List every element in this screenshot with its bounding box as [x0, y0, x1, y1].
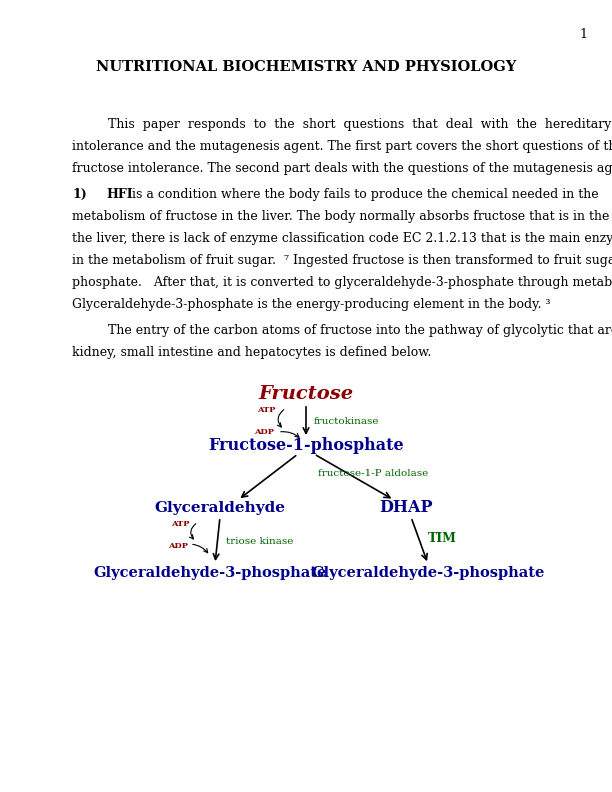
Text: TIM: TIM [428, 531, 457, 545]
Text: fructose intolerance. The second part deals with the questions of the mutagenesi: fructose intolerance. The second part de… [72, 162, 612, 175]
Text: Fructose-1-phosphate: Fructose-1-phosphate [208, 437, 404, 455]
Text: is a condition where the body fails to produce the chemical needed in the: is a condition where the body fails to p… [128, 188, 599, 201]
FancyArrowPatch shape [281, 432, 299, 437]
Text: 1): 1) [72, 188, 87, 201]
Text: intolerance and the mutagenesis agent. The first part covers the short questions: intolerance and the mutagenesis agent. T… [72, 140, 612, 153]
Text: the liver, there is lack of enzyme classification code EC 2.1.2.13 that is the m: the liver, there is lack of enzyme class… [72, 232, 612, 245]
Text: fructose-1-P aldolase: fructose-1-P aldolase [318, 470, 428, 478]
Text: 1: 1 [579, 28, 587, 41]
Text: ADP: ADP [168, 542, 188, 550]
Text: Glyceraldehyde-3-phosphate is the energy-producing element in the body. ³: Glyceraldehyde-3-phosphate is the energy… [72, 298, 551, 311]
Text: ATP: ATP [171, 520, 190, 528]
Text: ADP: ADP [254, 428, 274, 436]
Text: Glyceraldehyde-3-phosphate: Glyceraldehyde-3-phosphate [312, 566, 545, 580]
Text: in the metabolism of fruit sugar.  ⁷ Ingested fructose is then transformed to fr: in the metabolism of fruit sugar. ⁷ Inge… [72, 254, 612, 267]
FancyArrowPatch shape [190, 524, 196, 539]
Text: ATP: ATP [258, 406, 276, 414]
Text: NUTRITIONAL BIOCHEMISTRY AND PHYSIOLOGY: NUTRITIONAL BIOCHEMISTRY AND PHYSIOLOGY [96, 60, 516, 74]
Text: Glyceraldehyde: Glyceraldehyde [154, 501, 286, 515]
Text: DHAP: DHAP [379, 500, 433, 516]
Text: Fructose: Fructose [258, 385, 354, 403]
Text: Glyceraldehyde-3-phosphate: Glyceraldehyde-3-phosphate [93, 566, 327, 580]
Text: This  paper  responds  to  the  short  questions  that  deal  with  the  heredit: This paper responds to the short questio… [108, 118, 612, 131]
Text: fructokinase: fructokinase [314, 417, 379, 427]
FancyArrowPatch shape [277, 409, 284, 427]
Text: phosphate.   After that, it is converted to glyceraldehyde-3-phosphate through m: phosphate. After that, it is converted t… [72, 276, 612, 289]
Text: metabolism of fructose in the liver. The body normally absorbs fructose that is : metabolism of fructose in the liver. The… [72, 210, 612, 223]
Text: kidney, small intestine and hepatocytes is defined below.: kidney, small intestine and hepatocytes … [72, 346, 431, 359]
FancyArrowPatch shape [193, 544, 207, 553]
Text: triose kinase: triose kinase [226, 538, 293, 546]
Text: HFI: HFI [106, 188, 133, 201]
Text: The entry of the carbon atoms of fructose into the pathway of glycolytic that ar: The entry of the carbon atoms of fructos… [108, 324, 612, 337]
